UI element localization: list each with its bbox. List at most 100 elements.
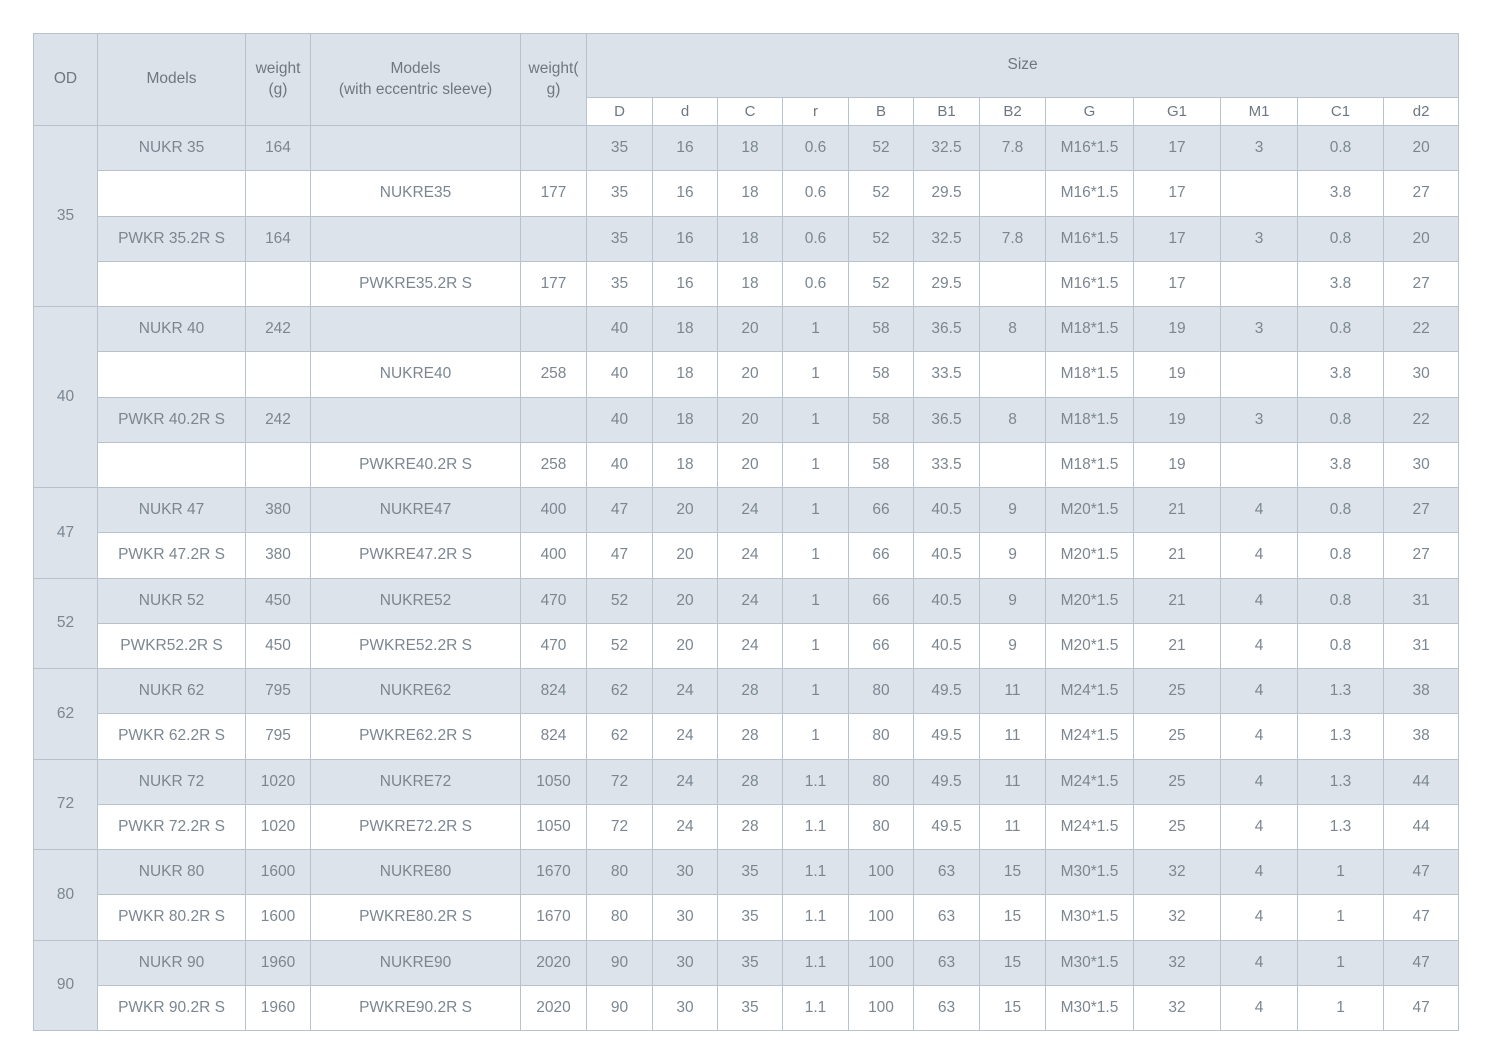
size-M1-cell: 4 bbox=[1220, 984, 1298, 1032]
size-G-cell: M30*1.5 bbox=[1045, 848, 1134, 896]
size-C1-cell: 1.3 bbox=[1297, 713, 1384, 760]
size-C-cell: 18 bbox=[717, 215, 783, 262]
size-col-header-G: G bbox=[1045, 97, 1134, 126]
size-G1-cell: 19 bbox=[1133, 305, 1221, 353]
size-D-cell: 35 bbox=[586, 260, 653, 308]
size-C1-cell: 1.3 bbox=[1297, 758, 1384, 805]
size-G1-cell: 19 bbox=[1133, 441, 1221, 489]
size-col-header-d: d bbox=[652, 97, 718, 126]
weight-eccentric-cell: 1050 bbox=[520, 803, 587, 851]
size-G1-cell: 32 bbox=[1133, 894, 1221, 941]
models-eccentric-cell: NUKRE35 bbox=[310, 170, 521, 217]
size-r-cell: 1.1 bbox=[782, 894, 849, 941]
size-G1-cell: 21 bbox=[1133, 486, 1221, 534]
size-M1-cell: 3 bbox=[1220, 305, 1298, 353]
size-B-cell: 100 bbox=[848, 894, 914, 941]
size-col-header-C: C bbox=[717, 97, 783, 126]
size-C1-cell: 0.8 bbox=[1297, 532, 1384, 579]
table-row: PWKR 40.2R S 242 40 18 20 1 58 36.5 8 M18*1.5 19 3 0… bbox=[34, 396, 1460, 443]
size-C1-cell: 0.8 bbox=[1297, 215, 1384, 262]
size-d-cell: 16 bbox=[652, 124, 718, 172]
size-D-cell: 40 bbox=[586, 305, 653, 353]
size-M1-cell: 4 bbox=[1220, 848, 1298, 896]
size-C1-cell: 0.8 bbox=[1297, 124, 1384, 172]
size-d2-cell: 27 bbox=[1382, 260, 1460, 308]
table-row: PWKR 47.2R S 380 PWKRE47.2R S 400 47 20 24 1 66 4… bbox=[34, 532, 1460, 579]
size-B2-cell: 7.8 bbox=[979, 124, 1046, 172]
size-d2-cell: 47 bbox=[1382, 984, 1460, 1032]
size-G1-cell: 21 bbox=[1133, 577, 1221, 624]
size-C-cell: 20 bbox=[717, 396, 783, 443]
size-B1-cell: 33.5 bbox=[913, 441, 980, 489]
size-d2-cell: 44 bbox=[1382, 758, 1460, 805]
models-eccentric-cell bbox=[310, 215, 521, 262]
size-G-cell: M16*1.5 bbox=[1045, 170, 1134, 217]
weight-eccentric-cell: 400 bbox=[520, 486, 587, 534]
size-C1-cell: 1.3 bbox=[1297, 667, 1384, 715]
weight-eccentric-cell: 2020 bbox=[520, 939, 587, 986]
size-G1-cell: 32 bbox=[1133, 848, 1221, 896]
size-d2-cell: 44 bbox=[1382, 803, 1460, 851]
size-col-header-B2: B2 bbox=[979, 97, 1046, 126]
models-cell: PWKR52.2R S bbox=[97, 622, 246, 670]
weight-eccentric-cell bbox=[520, 215, 587, 262]
size-r-cell: 1 bbox=[782, 396, 849, 443]
od-cell: 40 bbox=[33, 306, 98, 488]
size-C1-cell: 0.8 bbox=[1297, 577, 1384, 624]
models-eccentric-cell: NUKRE80 bbox=[310, 848, 521, 896]
size-B-cell: 52 bbox=[848, 260, 914, 308]
col-header-weight: weight (g) bbox=[245, 33, 311, 126]
size-C1-cell: 0.8 bbox=[1297, 622, 1384, 670]
size-B1-cell: 49.5 bbox=[913, 803, 980, 851]
size-C1-cell: 0.8 bbox=[1297, 396, 1384, 443]
models-cell: NUKR 35 bbox=[97, 124, 246, 172]
size-M1-cell: 3 bbox=[1220, 396, 1298, 443]
size-d2-cell: 47 bbox=[1382, 894, 1460, 941]
size-r-cell: 1 bbox=[782, 305, 849, 353]
size-C1-cell: 3.8 bbox=[1297, 170, 1384, 217]
size-B2-cell: 9 bbox=[979, 577, 1046, 624]
table-row: PWKR 35.2R S 164 35 16 18 0.6 52 32.5 7.8 M16*1.5… bbox=[34, 215, 1460, 262]
size-D-cell: 90 bbox=[586, 984, 653, 1032]
size-G-cell: M18*1.5 bbox=[1045, 351, 1134, 398]
table-row: PWKR 80.2R S 1600 PWKRE80.2R S 1670 80 30 35 1.… bbox=[34, 894, 1460, 941]
size-B-cell: 100 bbox=[848, 984, 914, 1032]
od-cell: 72 bbox=[33, 758, 98, 850]
size-r-cell: 0.6 bbox=[782, 260, 849, 308]
weight-cell: 242 bbox=[245, 305, 311, 353]
size-B-cell: 52 bbox=[848, 124, 914, 172]
size-d2-cell: 27 bbox=[1382, 532, 1460, 579]
weight-eccentric-cell: 400 bbox=[520, 532, 587, 579]
table-row: 40 NUKR 40 242 40 18 20 1 58 36.5 8 M18*1.5 19 3 0.8 2… bbox=[33, 305, 1460, 488]
weight-eccentric-cell: 177 bbox=[520, 260, 587, 308]
models-cell: PWKR 47.2R S bbox=[97, 532, 246, 579]
size-d2-cell: 47 bbox=[1382, 848, 1460, 896]
size-B1-cell: 49.5 bbox=[913, 667, 980, 715]
size-M1-cell: 4 bbox=[1220, 939, 1298, 986]
size-B-cell: 66 bbox=[848, 532, 914, 579]
size-d-cell: 16 bbox=[652, 215, 718, 262]
weight-cell: 380 bbox=[245, 532, 311, 579]
size-C-cell: 18 bbox=[717, 124, 783, 172]
size-r-cell: 1 bbox=[782, 532, 849, 579]
size-G-cell: M16*1.5 bbox=[1045, 215, 1134, 262]
table-row: PWKR 62.2R S 795 PWKRE62.2R S 824 62 24 28 1 80 4… bbox=[34, 713, 1460, 760]
size-G-cell: M18*1.5 bbox=[1045, 396, 1134, 443]
size-r-cell: 0.6 bbox=[782, 124, 849, 172]
size-C-cell: 28 bbox=[717, 803, 783, 851]
size-d-cell: 24 bbox=[652, 713, 718, 760]
od-cell: 35 bbox=[33, 125, 98, 307]
size-M1-cell: 4 bbox=[1220, 577, 1298, 624]
models-eccentric-cell: PWKRE52.2R S bbox=[310, 622, 521, 670]
models-eccentric-cell bbox=[310, 305, 521, 353]
weight-eccentric-cell: 824 bbox=[520, 667, 587, 715]
od-cell: 80 bbox=[33, 849, 98, 941]
size-r-cell: 1 bbox=[782, 577, 849, 624]
size-G-cell: M18*1.5 bbox=[1045, 441, 1134, 489]
size-B-cell: 66 bbox=[848, 622, 914, 670]
size-r-cell: 1 bbox=[782, 486, 849, 534]
size-r-cell: 0.6 bbox=[782, 170, 849, 217]
size-G-cell: M24*1.5 bbox=[1045, 758, 1134, 805]
models-cell bbox=[97, 351, 246, 398]
size-B-cell: 52 bbox=[848, 170, 914, 217]
